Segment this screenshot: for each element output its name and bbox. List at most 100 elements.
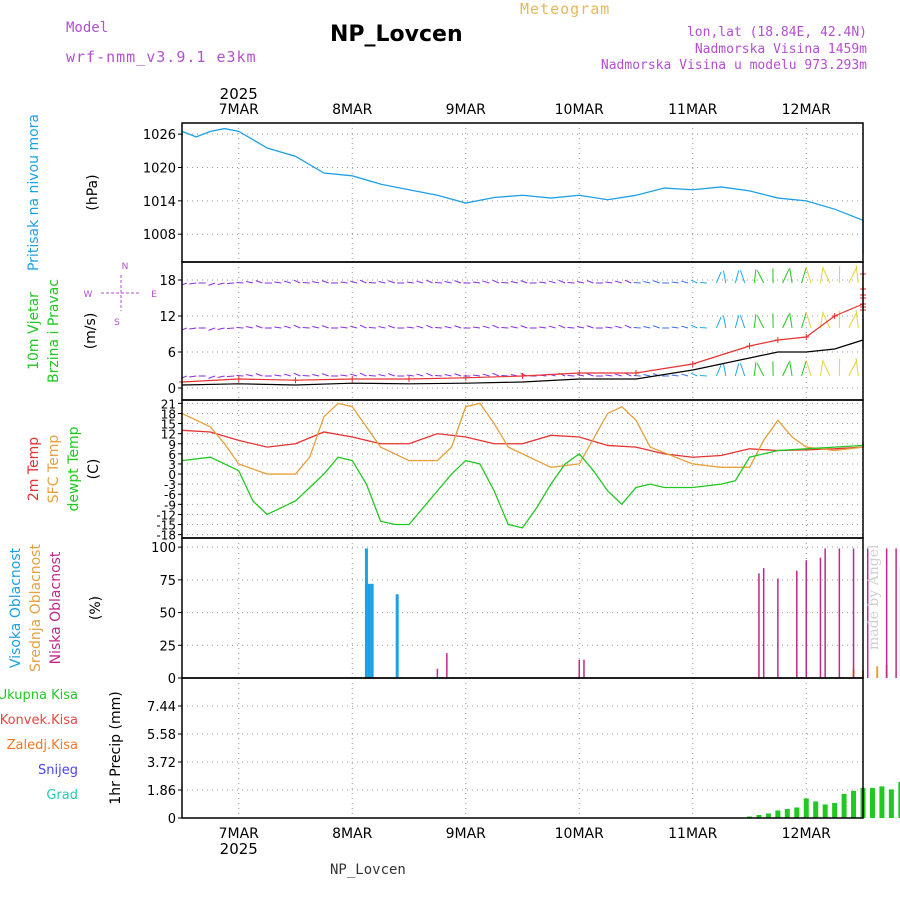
precip-legend-label: Grad — [46, 788, 78, 803]
wind-gust-marker — [462, 374, 469, 381]
cloud-bar — [852, 548, 855, 678]
wind-arrow — [416, 325, 424, 329]
dewpt-temp-line — [181, 442, 864, 529]
wind-arrow — [208, 282, 216, 286]
wind-arrow — [520, 280, 528, 284]
chart-title: NP_Lovcen — [330, 22, 463, 47]
wind-arrow — [312, 374, 320, 377]
wind-arrow — [539, 326, 547, 329]
wind-arrow — [789, 312, 793, 329]
wind-arrow — [520, 325, 528, 329]
sfc-temp-line — [181, 402, 864, 475]
wind-arrow — [416, 373, 424, 377]
wind-arrow — [805, 267, 812, 284]
cloud-bar — [838, 548, 841, 678]
wind-arrow — [350, 373, 358, 377]
wind-arrow — [586, 373, 594, 377]
y-tick-label: 21 — [161, 397, 176, 411]
total-precip-bar — [803, 798, 809, 818]
cloud-bar — [876, 666, 879, 678]
wind-arrow — [510, 326, 518, 329]
wind-arrow — [848, 266, 858, 284]
cloud-bar — [895, 548, 897, 678]
wind-arrow — [378, 374, 386, 377]
wind-arrow — [722, 363, 727, 377]
y-tick-label: 15 — [161, 418, 176, 432]
total-precip-bar — [869, 787, 875, 818]
cloud-bar — [436, 668, 439, 678]
wind-arrow — [181, 375, 187, 379]
wind-arrow — [255, 325, 263, 329]
wind-arrow — [805, 312, 812, 329]
wind-arrow — [293, 324, 301, 329]
wind-arrow — [189, 375, 197, 378]
wind-arrow — [671, 281, 679, 284]
wind-arrow — [722, 315, 727, 329]
wind-arrow — [283, 280, 291, 284]
wind-gust-marker — [235, 376, 242, 382]
y-tick-label: 0 — [168, 812, 176, 827]
cloud-bar — [446, 653, 448, 678]
year-label-top: 2025 — [220, 85, 258, 103]
wind-arrow — [681, 280, 689, 284]
precip-legend-label: Snijeg — [38, 763, 78, 778]
wind-arrow — [715, 364, 722, 377]
total-precip-bar — [841, 793, 847, 818]
wind-arrow — [510, 281, 518, 284]
wind-arrow — [801, 267, 807, 284]
cloud-bar — [583, 659, 585, 678]
y-tick-label: 1008 — [143, 228, 176, 243]
cloud-bar — [866, 548, 869, 678]
wind-arrow — [274, 281, 282, 284]
y-tick-label: -9 — [164, 498, 176, 512]
wind-arrow — [350, 280, 358, 284]
wind-arrow — [782, 362, 790, 377]
cloud-bar — [762, 568, 765, 678]
high-cloud-axis-label: Visoka Oblacnost — [8, 547, 24, 668]
wind-arrow — [321, 373, 329, 377]
wind-arrow — [548, 325, 556, 329]
y-tick-label: -12 — [156, 508, 176, 522]
y-tick-label: 12 — [159, 310, 176, 325]
date-tick-bottom: 9MAR — [446, 826, 487, 842]
y-tick-label: 75 — [159, 574, 176, 589]
wind-arrow — [181, 327, 187, 331]
sfc-temp-axis-label: SFC Temp — [46, 435, 62, 504]
wind-arrow — [454, 325, 462, 329]
wind-arrow — [822, 312, 831, 329]
year-label-bottom: 2025 — [220, 840, 258, 858]
wind-arrow — [756, 270, 765, 284]
wind-arrow — [208, 375, 216, 379]
total-precip-bar — [822, 804, 828, 818]
wind-arrow — [848, 311, 858, 329]
wind-arrow — [652, 280, 660, 284]
wind-arrow — [359, 324, 367, 329]
compass-north: N — [122, 262, 129, 272]
compass-west: W — [84, 290, 93, 300]
wind-arrow — [671, 374, 679, 377]
date-tick-bottom: 10MAR — [555, 826, 604, 842]
wind-arrow — [472, 281, 481, 284]
wind-gust-marker — [349, 376, 356, 382]
wind-arrow — [753, 314, 757, 329]
wind-arrow — [605, 326, 613, 329]
y-tick-label: 12 — [161, 428, 176, 442]
wind-arrow — [378, 326, 386, 329]
precip-legend-label: Konvek.Kisa — [0, 713, 78, 728]
wind-arrow — [416, 280, 424, 284]
wind-arrow — [444, 374, 452, 377]
wind-gust-marker — [292, 377, 299, 384]
wind-arrow — [753, 269, 757, 284]
wind-arrow — [756, 363, 765, 377]
wind-arrow — [293, 279, 301, 284]
date-tick-bottom: 12MAR — [782, 826, 831, 842]
wind-arrow — [321, 325, 329, 329]
y-tick-label: 5.58 — [147, 728, 176, 743]
total-precip-bar — [879, 786, 885, 818]
pressure-unit-label: (hPa) — [85, 174, 101, 210]
wind-arrow — [472, 326, 481, 329]
wind-arrow — [426, 324, 433, 329]
cloud-bar — [758, 573, 760, 678]
wind-arrow — [690, 372, 698, 377]
wind-arrow — [586, 280, 594, 284]
